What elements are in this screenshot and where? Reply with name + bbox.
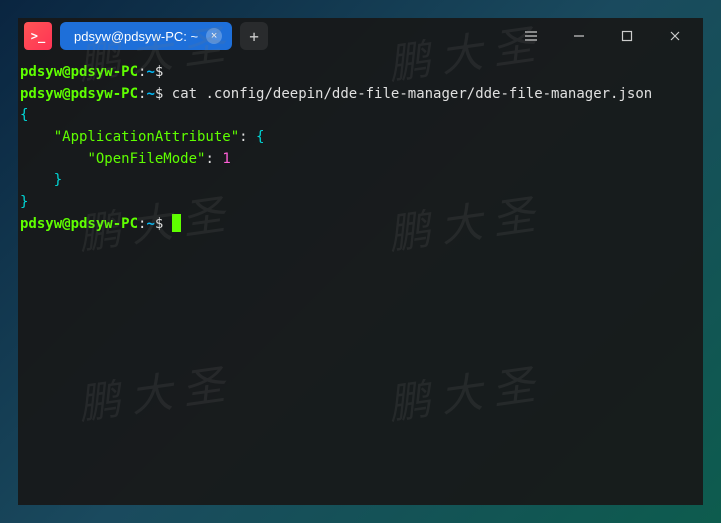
prompt-line-1: pdsyw@pdsyw-PC:~$	[18, 62, 703, 84]
hamburger-icon	[524, 29, 538, 43]
user-host: pdsyw@pdsyw-PC	[20, 86, 138, 102]
user-host: pdsyw@pdsyw-PC	[20, 216, 138, 232]
prompt-line-current: pdsyw@pdsyw-PC:~$	[18, 214, 703, 236]
watermark: 鹏 大 圣	[74, 354, 229, 439]
prompt-symbol: $	[155, 216, 163, 232]
output-line-5: }	[18, 192, 703, 214]
close-button[interactable]	[655, 18, 695, 54]
new-tab-button[interactable]: +	[240, 22, 268, 50]
tab-close-button[interactable]: ×	[206, 28, 222, 44]
output-line-2: "ApplicationAttribute": {	[18, 127, 703, 149]
json-key: "OpenFileMode"	[87, 151, 205, 167]
json-brace: {	[256, 129, 264, 145]
command-text: cat .config/deepin/dde-file-manager/dde-…	[172, 86, 652, 102]
minimize-icon	[572, 29, 586, 43]
json-brace: }	[54, 172, 62, 188]
terminal-app-icon: >_	[24, 22, 52, 50]
json-brace: }	[20, 194, 28, 210]
terminal-body[interactable]: 鹏 大 圣 鹏 大 圣 鹏 大 圣 鹏 大 圣 鹏 大 圣 鹏 大 圣 pdsy…	[18, 54, 703, 505]
tab-title: pdsyw@pdsyw-PC: ~	[74, 29, 198, 44]
terminal-cursor	[172, 214, 181, 232]
prompt-symbol: $	[155, 64, 163, 80]
json-value: 1	[222, 151, 230, 167]
json-brace: {	[20, 107, 28, 123]
prompt-symbol: $	[155, 86, 163, 102]
path: ~	[146, 86, 154, 102]
close-icon	[668, 29, 682, 43]
output-line-4: }	[18, 170, 703, 192]
path: ~	[146, 64, 154, 80]
path: ~	[146, 216, 154, 232]
user-host: pdsyw@pdsyw-PC	[20, 64, 138, 80]
minimize-button[interactable]	[559, 18, 599, 54]
watermark: 鹏 大 圣	[384, 354, 539, 439]
maximize-icon	[620, 29, 634, 43]
command-line: pdsyw@pdsyw-PC:~$ cat .config/deepin/dde…	[18, 84, 703, 106]
titlebar: >_ pdsyw@pdsyw-PC: ~ × +	[18, 18, 703, 54]
menu-button[interactable]	[511, 18, 551, 54]
maximize-button[interactable]	[607, 18, 647, 54]
json-key: "ApplicationAttribute"	[54, 129, 239, 145]
terminal-tab[interactable]: pdsyw@pdsyw-PC: ~ ×	[60, 22, 232, 50]
output-line-3: "OpenFileMode": 1	[18, 149, 703, 171]
terminal-window: >_ pdsyw@pdsyw-PC: ~ × + 鹏 大 圣 鹏 大 圣 鹏 大…	[18, 18, 703, 505]
output-line-1: {	[18, 105, 703, 127]
